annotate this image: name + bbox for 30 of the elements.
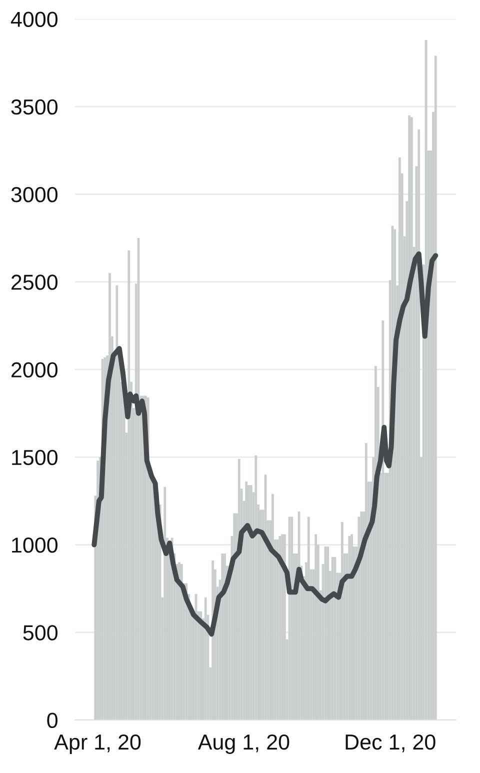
- bar: [128, 250, 130, 720]
- bar: [238, 458, 240, 720]
- x-tick-label: Aug 1, 20: [198, 734, 290, 754]
- y-tick-label: 2000: [12, 362, 58, 378]
- bar: [204, 597, 207, 720]
- y-tick-label: 1000: [12, 538, 58, 553]
- bar: [164, 486, 166, 720]
- bar: [307, 516, 310, 720]
- y-tick-label: 1500: [12, 450, 58, 466]
- bar: [108, 273, 111, 720]
- y-tick-label: 4000: [10, 12, 58, 28]
- bar: [290, 516, 294, 720]
- x-tick-label: Dec 1, 20: [346, 734, 436, 752]
- bar: [221, 554, 224, 720]
- bar: [382, 320, 384, 720]
- bar: [434, 56, 437, 720]
- bar: [340, 522, 344, 720]
- y-tick-label: 3000: [11, 187, 58, 202]
- y-tick-label: 0: [47, 712, 58, 728]
- bar: [410, 117, 413, 720]
- y-tick-label: 500: [23, 625, 58, 640]
- bar: [283, 534, 286, 720]
- bar: [418, 129, 420, 720]
- bar: [271, 494, 274, 720]
- x-tick-label: Apr 1, 20: [54, 734, 141, 754]
- bar: [398, 157, 401, 720]
- y-tick-label: 3500: [11, 99, 58, 115]
- y-tick-label: 2500: [12, 274, 58, 290]
- bar: [364, 443, 368, 720]
- bar: [233, 513, 236, 720]
